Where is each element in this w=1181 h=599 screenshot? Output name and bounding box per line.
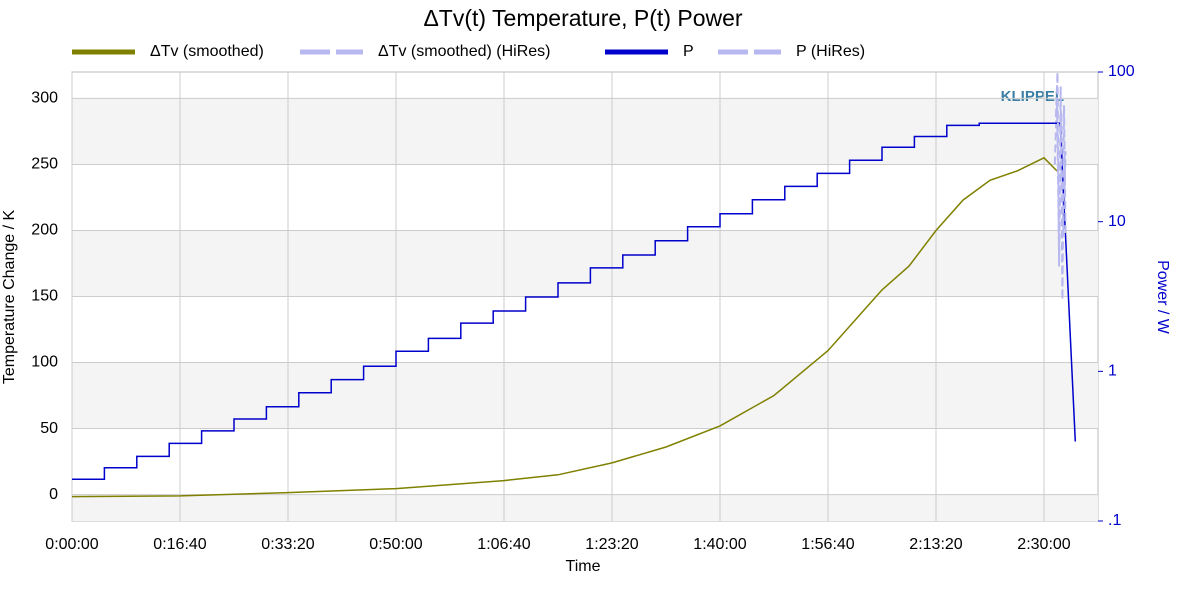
x-tick-label: 1:56:40	[801, 536, 854, 553]
x-tick-label: 1:06:40	[477, 536, 530, 553]
y-tick-label: 250	[31, 156, 58, 173]
y-tick-label: 100	[31, 354, 58, 371]
x-tick-label: 1:40:00	[693, 536, 746, 553]
legend-label: P (HiRes)	[796, 43, 865, 60]
y-tick-label: 150	[31, 288, 58, 305]
plot-band	[72, 98, 1098, 165]
y2-tick-label: 1	[1108, 363, 1117, 380]
y-tick-label: 50	[40, 420, 58, 437]
x-tick-label: 1:23:20	[585, 536, 638, 553]
y2-tick-label: 10	[1108, 213, 1126, 230]
plot-band	[72, 230, 1098, 297]
plot-band	[72, 362, 1098, 429]
legend-label: ΔTv (smoothed) (HiRes)	[378, 43, 551, 60]
legend-label: ΔTv (smoothed)	[150, 43, 264, 60]
y2-axis-label: Power / W	[1154, 260, 1171, 335]
series-line	[71, 156, 1058, 498]
x-tick-label: 2:13:20	[909, 536, 962, 553]
x-tick-label: 0:33:20	[261, 536, 314, 553]
y2-tick-label: 100	[1108, 63, 1135, 80]
x-axis-label: Time	[566, 558, 601, 575]
plot-band	[72, 494, 1098, 521]
y-tick-label: 300	[31, 90, 58, 107]
watermark: KLIPPEL	[1001, 88, 1064, 105]
y-tick-label: 0	[49, 486, 58, 503]
y-axis-label: Temperature Change / K	[1, 210, 18, 385]
series-line	[1054, 71, 1067, 300]
x-tick-label: 2:30:00	[1017, 536, 1070, 553]
y2-tick-label: .1	[1108, 512, 1121, 529]
series-line	[72, 122, 1077, 481]
x-tick-label: 0:50:00	[369, 536, 422, 553]
chart-title: ΔTv(t) Temperature, P(t) Power	[423, 5, 742, 31]
legend-label: P	[683, 43, 694, 60]
x-tick-label: 0:16:40	[153, 536, 206, 553]
x-tick-label: 0:00:00	[45, 536, 98, 553]
y-tick-label: 200	[31, 222, 58, 239]
